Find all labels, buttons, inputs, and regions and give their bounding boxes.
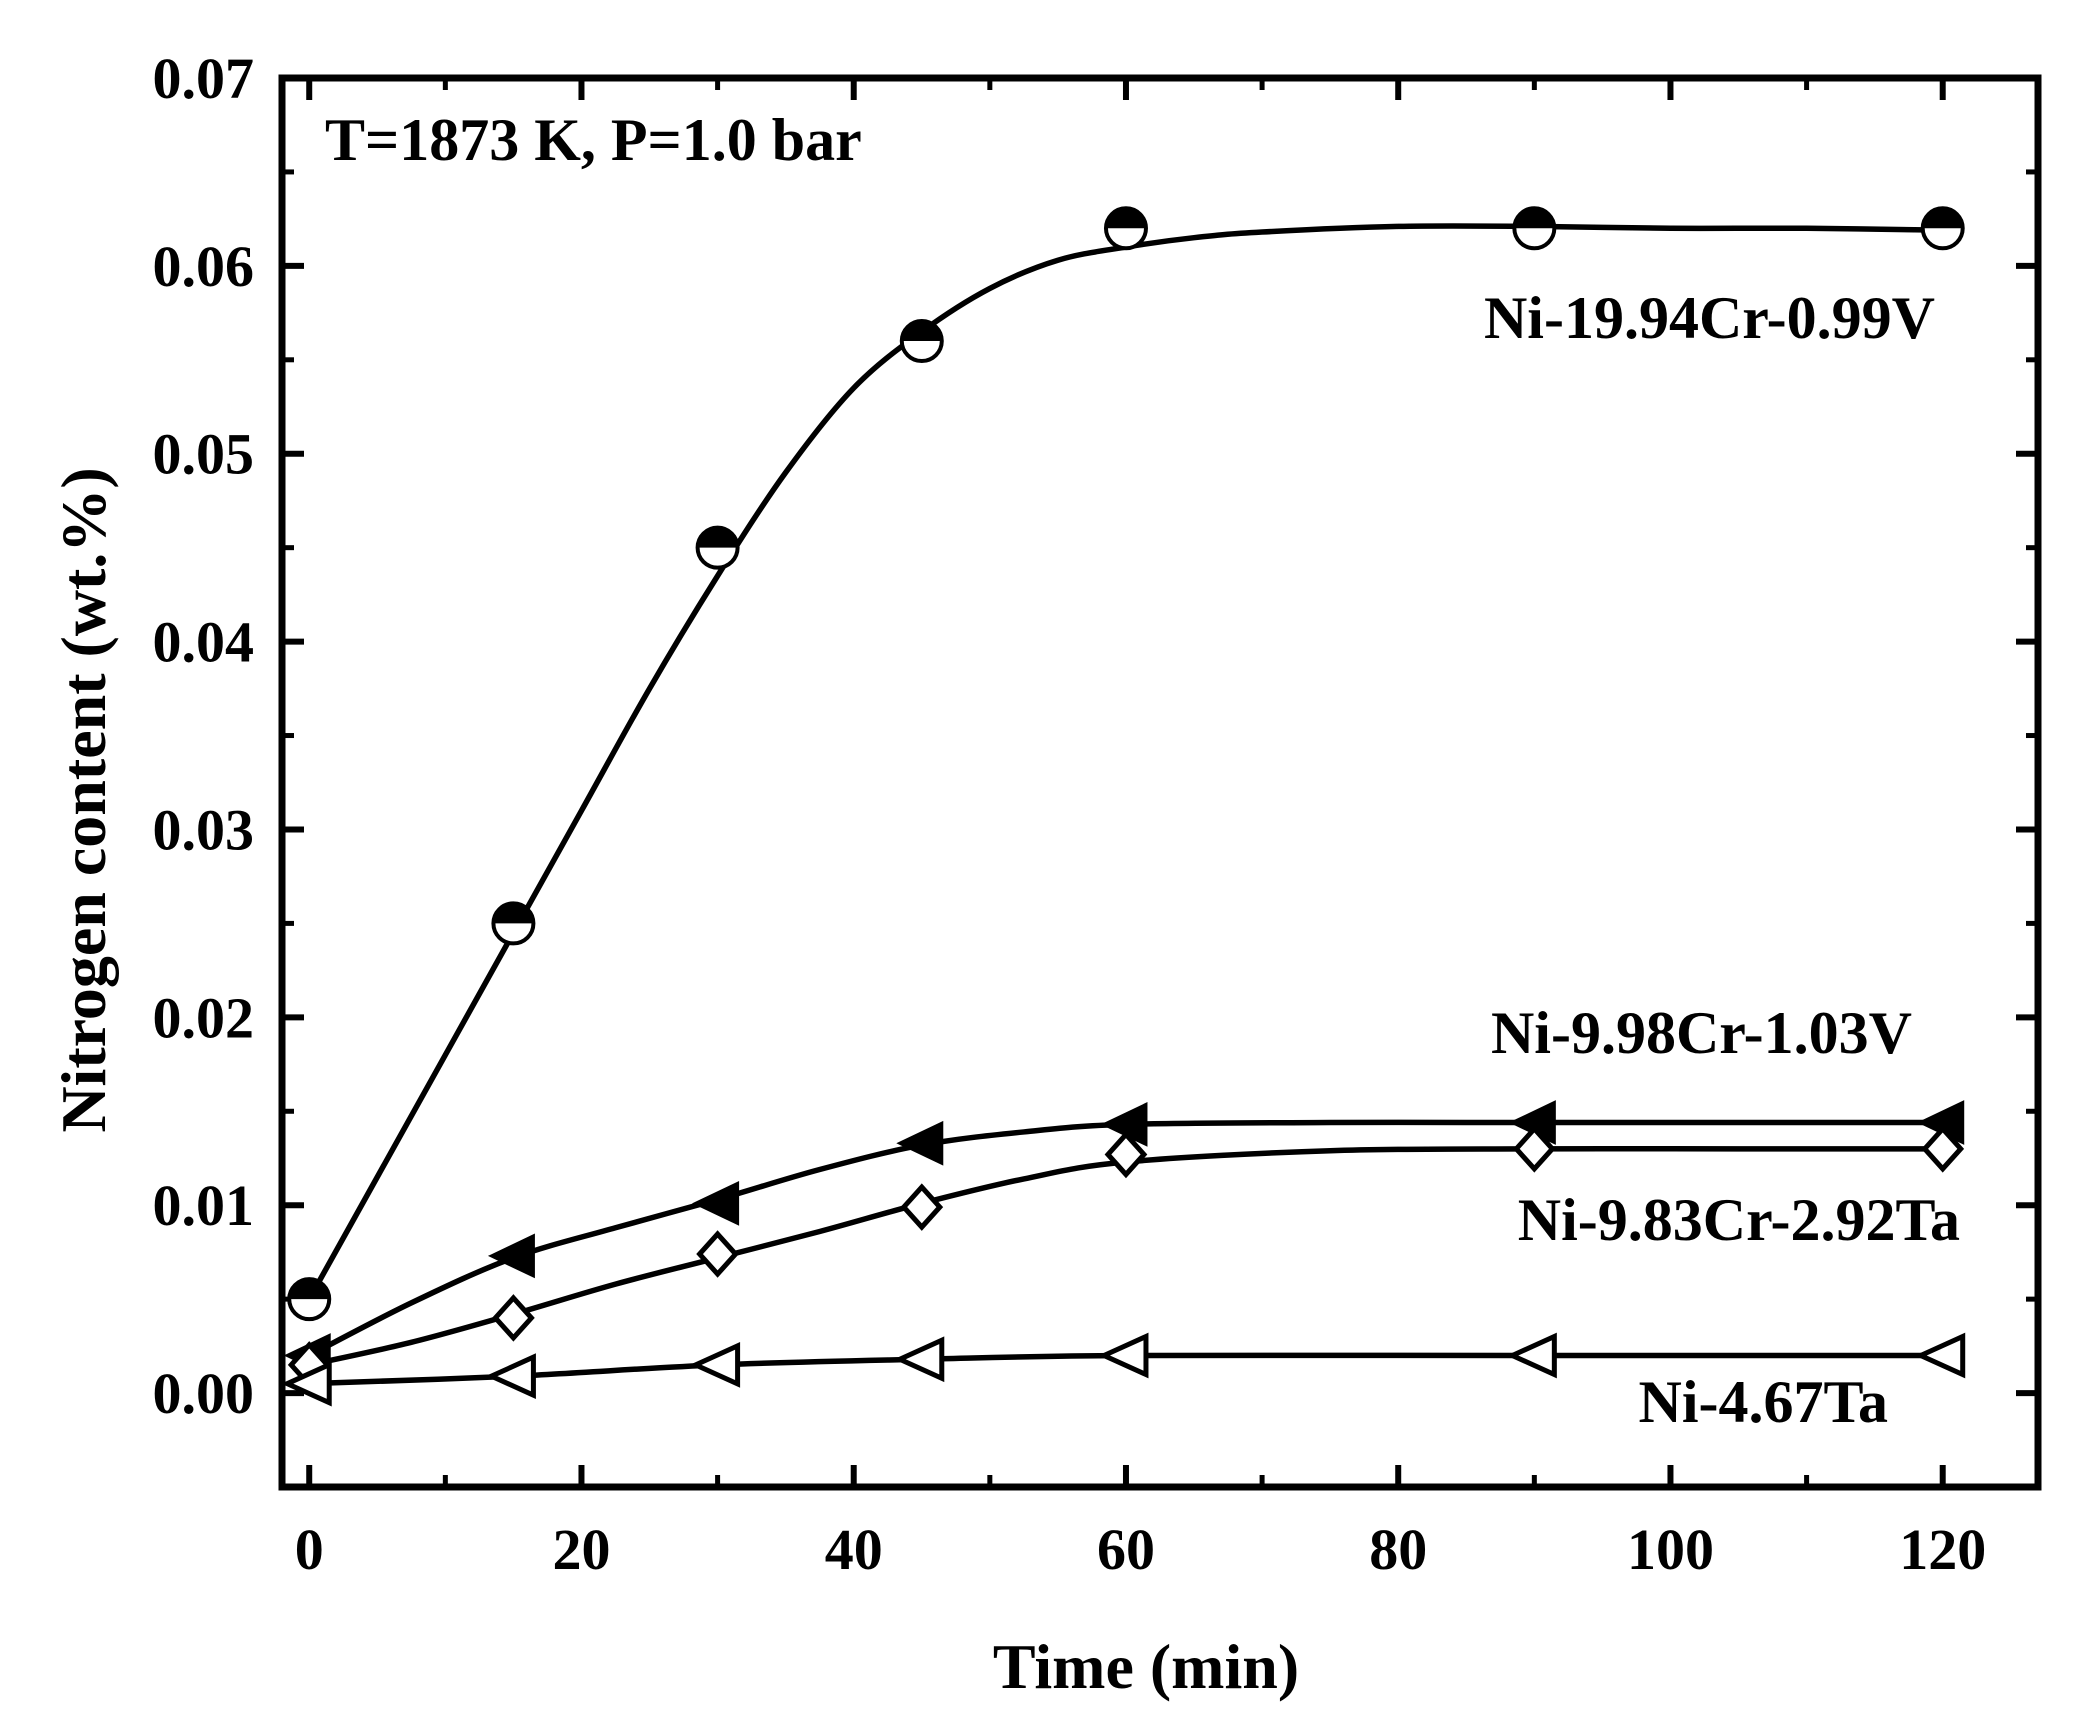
marker-diamond [1104,1130,1148,1179]
marker-top-half [697,527,738,548]
data-point-ni-9-83cr-2-92ta [900,1183,944,1231]
data-point-ni-4-67ta [1506,1332,1557,1379]
data-point-ni-19-94cr-0-99v [1920,206,1965,251]
data-point-ni-4-67ta [281,1360,332,1407]
y-tick-label: 0.01 [153,1173,255,1238]
data-point-ni-4-67ta [689,1342,741,1388]
x-tick-label: 80 [1369,1517,1427,1582]
marker-triangle-open [485,1353,536,1400]
x-tick-label: 100 [1627,1517,1714,1582]
marker-triangle [692,1180,740,1226]
data-point-ni-4-67ta [893,1336,945,1383]
y-tick-label: 0.00 [153,1361,255,1426]
y-tick-label: 0.06 [153,234,255,299]
x-tick-label: 20 [552,1517,610,1582]
x-tick-label: 40 [825,1517,883,1582]
series-label-ni-9-83cr-2-92ta: Ni-9.83Cr-2.92Ta [1518,1187,1960,1253]
marker-triangle-open [1914,1332,1966,1379]
marker-top-half [901,321,942,342]
marker-top-half [1922,208,1963,229]
marker-triangle-open [689,1342,741,1388]
plot-frame [278,74,2042,1491]
marker-diamond [492,1294,535,1342]
data-point-ni-19-94cr-0-99v [695,525,740,570]
conditions-annotation: T=1873 K, P=1.0 bar [325,107,862,173]
series-label-ni-9-98cr-1-03v: Ni-9.98Cr-1.03V [1491,1000,1912,1066]
axes-layer [278,74,2042,1491]
y-tick-label: 0.07 [153,46,255,111]
marker-top-half [1514,208,1555,229]
x-axis-title: Time (min) [993,1631,1299,1702]
series-label-ni-19-94cr-0-99v: Ni-19.94Cr-0.99V [1484,285,1935,351]
data-point-ni-9-83cr-2-92ta [696,1230,739,1278]
data-point-ni-19-94cr-0-99v [1512,206,1557,251]
x-tick-label: 60 [1097,1517,1155,1582]
marker-triangle [487,1233,535,1279]
marker-diamond [1921,1125,1965,1173]
y-axis-title: Nitrogen content (wt.%) [48,467,119,1132]
markers-layer [281,206,1966,1407]
y-tick-label: 0.03 [153,797,255,862]
marker-triangle-open [1097,1332,1149,1379]
data-point-ni-9-83cr-2-92ta [1104,1130,1148,1179]
labels-layer: 0 20 40 60 80 100 120 0.00 0.01 0.02 0.03 0.04 0.05 0… [153,46,1987,1582]
data-point-ni-9-98cr-1-03v [692,1180,740,1226]
data-point-ni-9-98cr-1-03v [896,1120,944,1166]
data-point-ni-9-83cr-2-92ta [1921,1125,1965,1173]
data-point-ni-4-67ta [485,1353,536,1400]
marker-triangle-open [1506,1332,1557,1379]
data-point-ni-4-67ta [1914,1332,1966,1379]
marker-top-half [493,903,534,924]
marker-diamond [900,1183,944,1231]
marker-diamond [696,1230,739,1278]
marker-triangle-open [281,1360,332,1407]
data-point-ni-19-94cr-0-99v [491,901,536,946]
x-tick-label: 120 [1899,1517,1986,1582]
y-tick-label: 0.02 [153,985,255,1050]
series-line-ni-9-83cr-2-92ta [308,1145,1943,1368]
marker-triangle [896,1120,944,1166]
marker-diamond [1512,1125,1556,1173]
data-point-ni-9-83cr-2-92ta [1512,1125,1556,1173]
x-tick-label: 0 [295,1517,324,1582]
marker-top-half [289,1279,330,1300]
y-tick-label: 0.04 [153,610,255,675]
marker-top-half [1105,208,1146,229]
data-point-ni-19-94cr-0-99v [1103,206,1148,251]
data-point-ni-9-98cr-1-03v [487,1233,535,1279]
series-label-ni-4-67ta: Ni-4.67Ta [1639,1369,1889,1435]
marker-triangle-open [893,1336,945,1383]
data-point-ni-19-94cr-0-99v [287,1277,332,1322]
data-point-ni-19-94cr-0-99v [899,319,944,364]
y-tick-label: 0.05 [153,422,255,487]
data-point-ni-9-83cr-2-92ta [492,1294,535,1342]
data-point-ni-4-67ta [1097,1332,1149,1379]
